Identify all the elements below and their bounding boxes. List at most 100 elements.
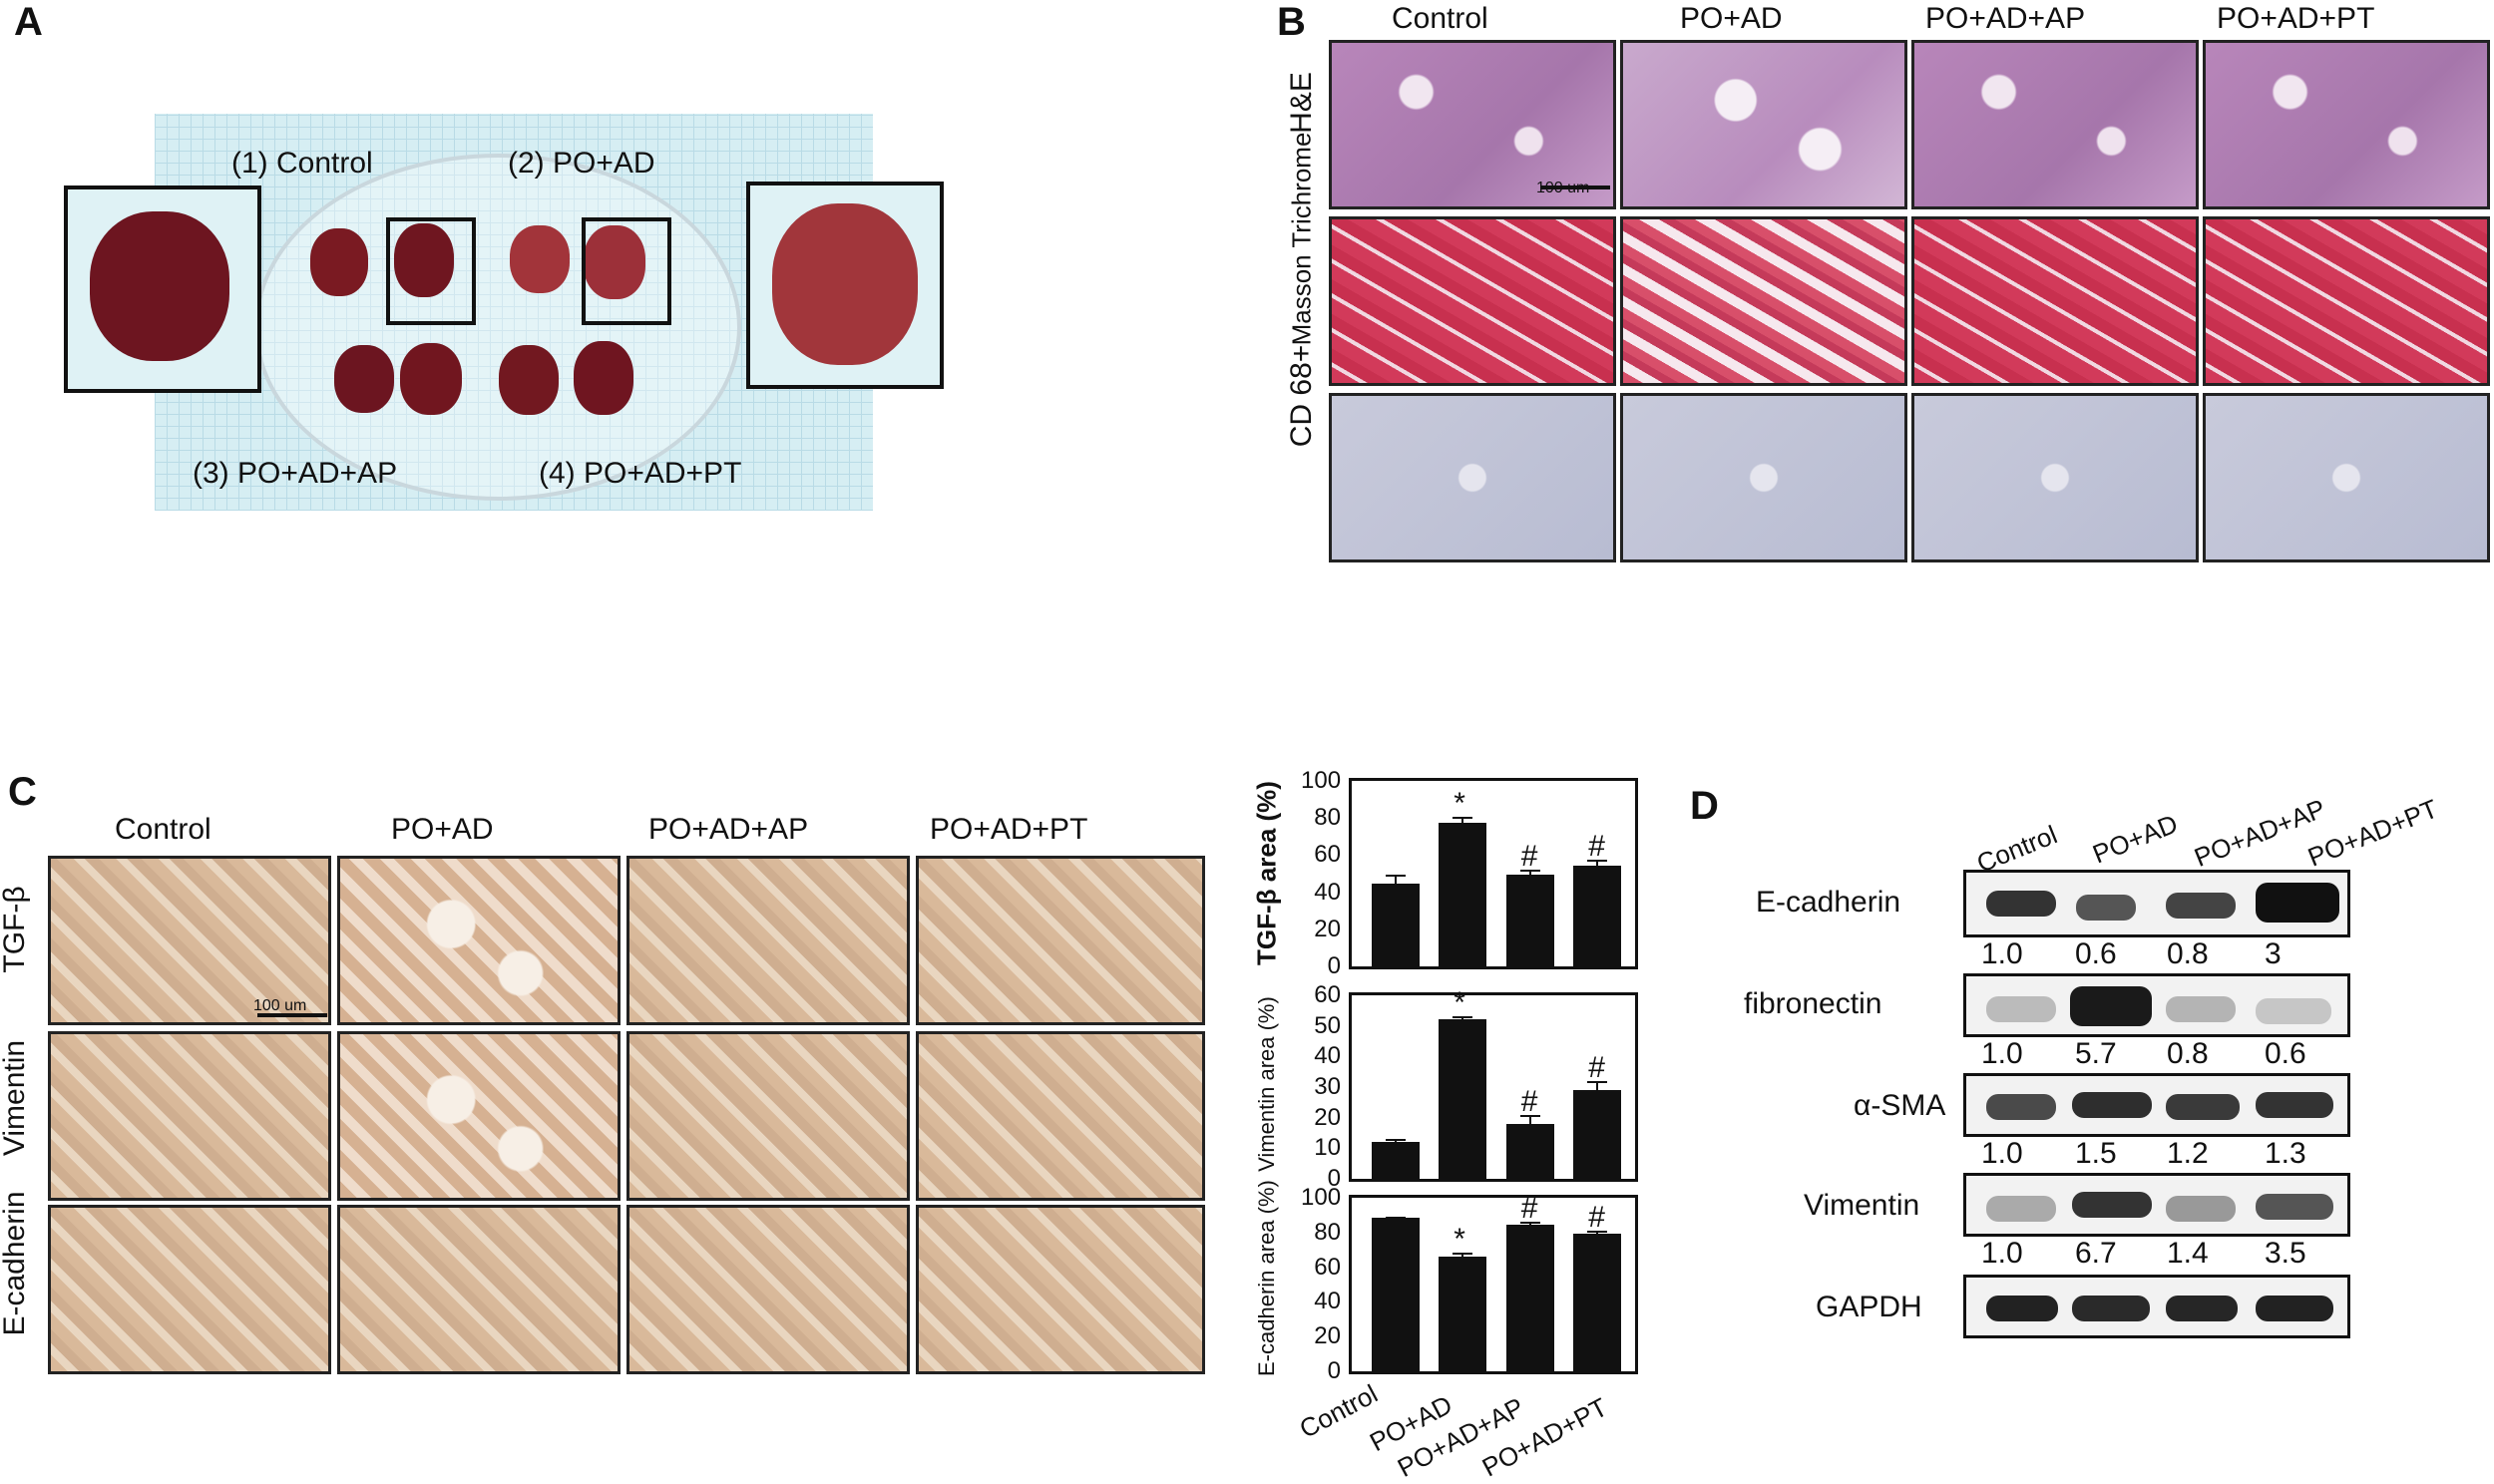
kidney — [510, 225, 570, 293]
error-cap — [1453, 1016, 1473, 1019]
row-label: TGF-β — [0, 886, 31, 973]
micrograph — [1911, 216, 2199, 386]
quant-value: 6.7 — [2075, 1237, 2117, 1270]
quant-value: 0.6 — [2265, 1037, 2306, 1070]
scale-bar — [1540, 186, 1610, 189]
micrograph — [2203, 216, 2490, 386]
kidney-label: (2) PO+AD — [508, 147, 655, 180]
bar — [1505, 1225, 1554, 1374]
kidney — [400, 343, 462, 415]
micrograph — [1911, 40, 2199, 209]
micrograph — [337, 856, 621, 1025]
error-cap — [1385, 875, 1406, 878]
error-cap — [1587, 1080, 1608, 1083]
bar — [1371, 1142, 1420, 1182]
micrograph — [48, 1031, 331, 1201]
micrograph — [1911, 393, 2199, 562]
significance-marker: # — [1520, 1084, 1538, 1118]
scale-label: 100 um — [1536, 180, 1590, 196]
quant-value: 1.5 — [2075, 1137, 2117, 1170]
micrograph — [2203, 40, 2490, 209]
y-tick-label: 40 — [1314, 1042, 1341, 1070]
bar — [1371, 1218, 1420, 1374]
micrograph — [626, 1031, 910, 1201]
chart-plot-area: * # # — [1349, 986, 1638, 1182]
bar — [1573, 1234, 1622, 1374]
column-header: PO+AD — [1680, 2, 1783, 35]
panel-letter-b: B — [1277, 0, 1306, 44]
micrograph — [1620, 216, 1907, 386]
panel-letter-c: C — [8, 770, 37, 814]
zoom-box — [386, 217, 476, 325]
bar — [1371, 884, 1420, 969]
kidney — [310, 228, 368, 296]
significance-marker: * — [1454, 986, 1465, 1020]
y-tick-label: 40 — [1314, 1288, 1341, 1315]
error-bar — [1528, 869, 1531, 878]
row-label: CD 68+ — [1285, 344, 1318, 448]
micrograph — [1329, 393, 1616, 562]
error-bar — [1461, 1253, 1464, 1259]
column-header: PO+AD+PT — [2217, 2, 2375, 35]
column-header: PO+AD — [391, 813, 494, 846]
blot-label: α-SMA — [1854, 1089, 1946, 1122]
error-bar — [1528, 1114, 1531, 1126]
error-bar — [1394, 875, 1397, 887]
western-blot — [1963, 973, 2350, 1037]
zoom-inset-left — [64, 186, 261, 393]
micrograph — [337, 1205, 621, 1374]
micrograph — [1620, 393, 1907, 562]
y-tick-label: 0 — [1327, 952, 1341, 979]
error-cap — [1385, 1139, 1406, 1142]
bar — [1505, 875, 1554, 969]
quant-value: 1.0 — [1981, 937, 2023, 970]
micrograph — [1620, 40, 1907, 209]
bar — [1573, 865, 1622, 969]
column-header: Control — [115, 813, 211, 846]
y-axis-label: E-cadherin area (%) — [1254, 1180, 1279, 1376]
micrograph — [916, 1205, 1205, 1374]
bar — [1505, 1123, 1554, 1182]
western-blot — [1963, 1073, 2350, 1137]
kidney — [574, 341, 633, 415]
zoom-inset-right — [746, 182, 944, 389]
kidney — [394, 223, 454, 297]
western-blot — [1963, 1275, 2350, 1338]
micrograph — [48, 856, 331, 1025]
y-tick-label: 80 — [1314, 804, 1341, 832]
error-bar — [1596, 1080, 1599, 1092]
blot-label: GAPDH — [1816, 1291, 1922, 1323]
kidney-label: (3) PO+AD+AP — [193, 457, 398, 490]
quant-value: 5.7 — [2075, 1037, 2117, 1070]
quant-value: 1.0 — [1981, 1137, 2023, 1170]
significance-marker: # — [1520, 839, 1538, 873]
kidney-enlarged — [772, 203, 918, 365]
column-header: PO+AD — [2088, 808, 2183, 870]
quant-value: 1.4 — [2167, 1237, 2209, 1270]
quant-value: 1.2 — [2167, 1137, 2209, 1170]
scale-bar — [257, 1013, 327, 1017]
column-header: PO+AD+AP — [2190, 793, 2330, 873]
kidney-label: (1) Control — [231, 147, 373, 180]
x-category-labels: Control PO+AD PO+AD+AP PO+AD+PT — [1295, 1378, 1676, 1483]
quant-value: 0.8 — [2167, 937, 2209, 970]
significance-marker: # — [1588, 1050, 1605, 1084]
bar — [1439, 1256, 1487, 1374]
quant-value: 1.0 — [1981, 1037, 2023, 1070]
row-label: E-cadherin — [0, 1191, 31, 1336]
y-tick-label: 20 — [1314, 1103, 1341, 1131]
y-tick-label: 40 — [1314, 878, 1341, 906]
kidney — [499, 345, 559, 415]
error-bar — [1596, 1230, 1599, 1237]
y-tick-label: 10 — [1314, 1134, 1341, 1162]
y-tick-label: 60 — [1314, 841, 1341, 869]
panel-letter-d: D — [1690, 784, 1719, 828]
column-header: PO+AD+AP — [1925, 2, 2086, 35]
error-bar — [1528, 1221, 1531, 1228]
blot-label: fibronectin — [1744, 987, 1882, 1020]
chart-plot-area: * # # — [1349, 1192, 1638, 1374]
scale-label: 100 um — [253, 997, 307, 1014]
zoom-box — [582, 217, 671, 325]
bar — [1573, 1090, 1622, 1182]
micrograph — [916, 856, 1205, 1025]
